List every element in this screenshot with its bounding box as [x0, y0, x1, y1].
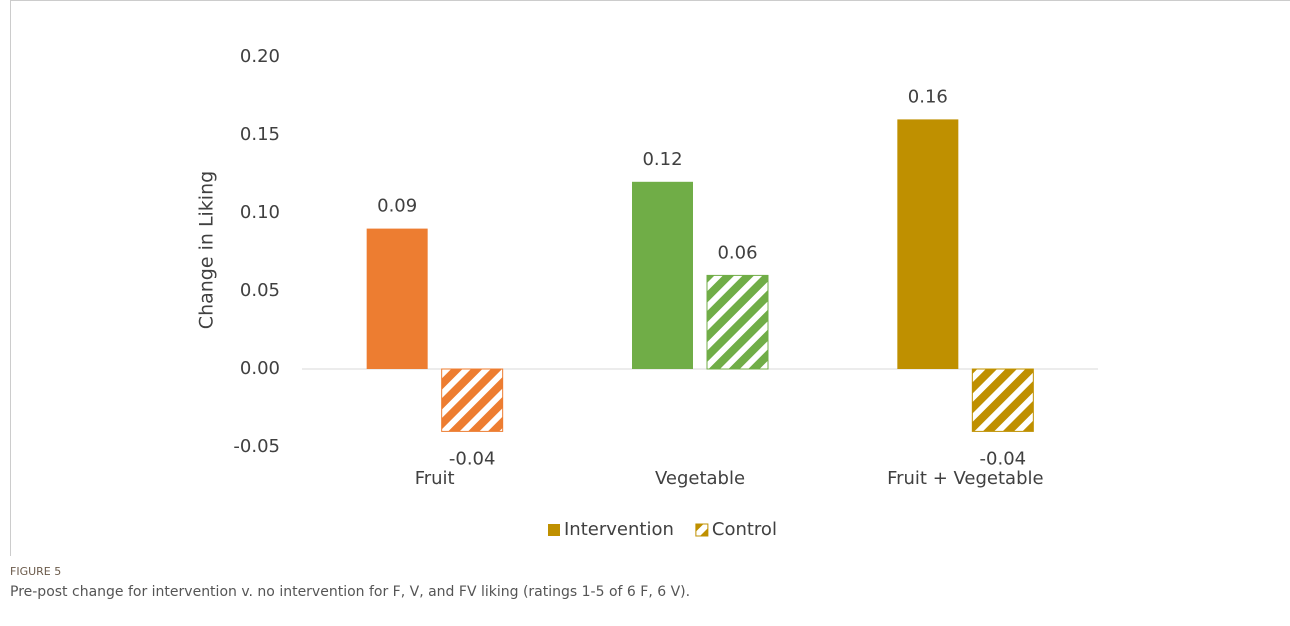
y-tick-label: 0.00 [240, 358, 280, 379]
y-tick-label: 0.10 [240, 202, 280, 223]
bar [632, 181, 693, 369]
data-label: 0.09 [377, 196, 417, 217]
y-axis-label: Change in Liking [196, 171, 218, 329]
y-tick-label: -0.05 [233, 436, 280, 457]
data-label: -0.04 [980, 448, 1027, 469]
caption-label: FIGURE 5 [10, 565, 62, 578]
legend-marker [695, 523, 709, 537]
legend-marker [548, 524, 560, 536]
data-label: 0.06 [717, 242, 757, 263]
x-tick-label: Vegetable [655, 468, 745, 489]
bar [441, 368, 504, 432]
x-tick-label: Fruit + Vegetable [887, 468, 1044, 489]
y-tick-label: 0.05 [240, 280, 280, 301]
caption-text: Pre-post change for intervention v. no i… [10, 584, 691, 600]
data-label: -0.04 [449, 448, 496, 469]
data-label: 0.12 [642, 149, 682, 170]
y-tick-label: 0.15 [240, 124, 280, 145]
legend-label: Control [712, 519, 777, 540]
bar [971, 368, 1034, 432]
y-tick-label: 0.20 [240, 46, 280, 67]
bar [897, 119, 959, 370]
bar [706, 274, 769, 370]
bar [366, 228, 428, 369]
legend-label: Intervention [564, 519, 674, 540]
data-label: 0.16 [908, 86, 948, 107]
frame [10, 0, 1290, 556]
x-tick-label: Fruit [415, 468, 455, 489]
